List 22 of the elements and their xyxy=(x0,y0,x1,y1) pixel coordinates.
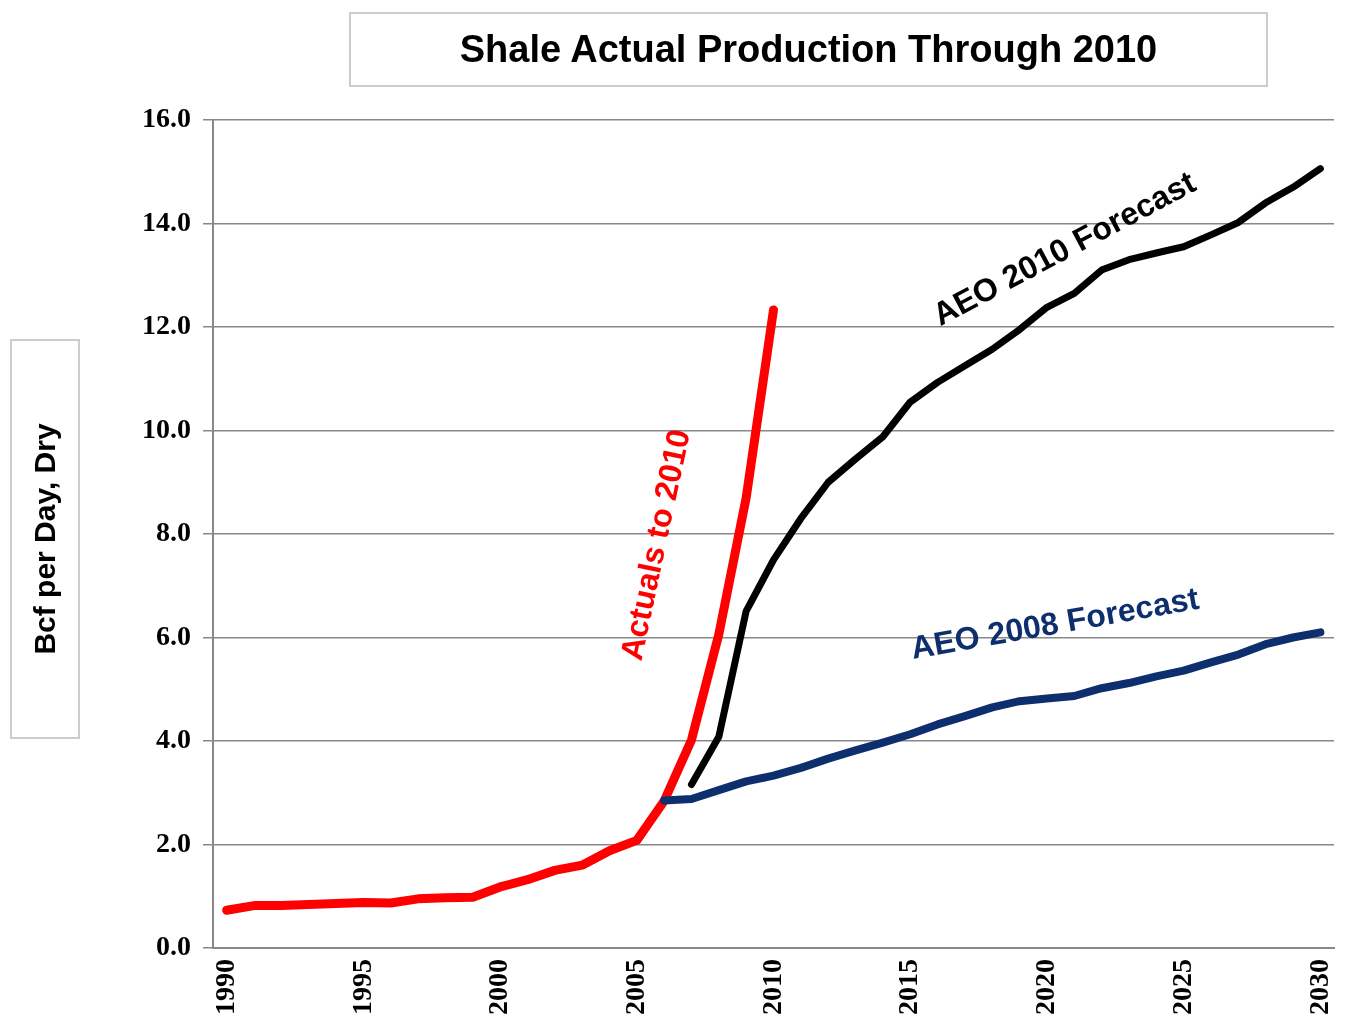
y-tick-label: 14.0 xyxy=(142,205,191,237)
y-tick-label: 0.0 xyxy=(156,930,191,962)
chart-title: Shale Actual Production Through 2010 xyxy=(349,12,1268,87)
x-tick-label: 2030 xyxy=(1302,959,1334,1015)
y-tick-label: 4.0 xyxy=(156,723,191,755)
x-tick-label: 2025 xyxy=(1165,959,1197,1015)
x-tick-label: 1990 xyxy=(208,959,240,1015)
x-tick-label: 1995 xyxy=(345,959,377,1015)
x-tick-label: 2015 xyxy=(892,959,924,1015)
text: AEO 2008 Forecast xyxy=(907,579,1202,666)
x-tick-label: 2005 xyxy=(619,959,651,1015)
x-tick-label: 2020 xyxy=(1029,959,1061,1015)
y-tick-label: 2.0 xyxy=(156,826,191,858)
y-tick-label: 16.0 xyxy=(142,102,191,134)
y-tick-label: 6.0 xyxy=(156,619,191,651)
y-tick-label: 12.0 xyxy=(142,309,191,341)
y-tick-label: 10.0 xyxy=(142,412,191,444)
y-tick-label: 8.0 xyxy=(156,516,191,548)
x-tick-label: 2000 xyxy=(482,959,514,1015)
x-tick-label: 2010 xyxy=(755,959,787,1015)
text: Actuals to 2010 xyxy=(612,425,697,664)
y-axis-title: Bcf per Day, Dry xyxy=(28,423,62,655)
